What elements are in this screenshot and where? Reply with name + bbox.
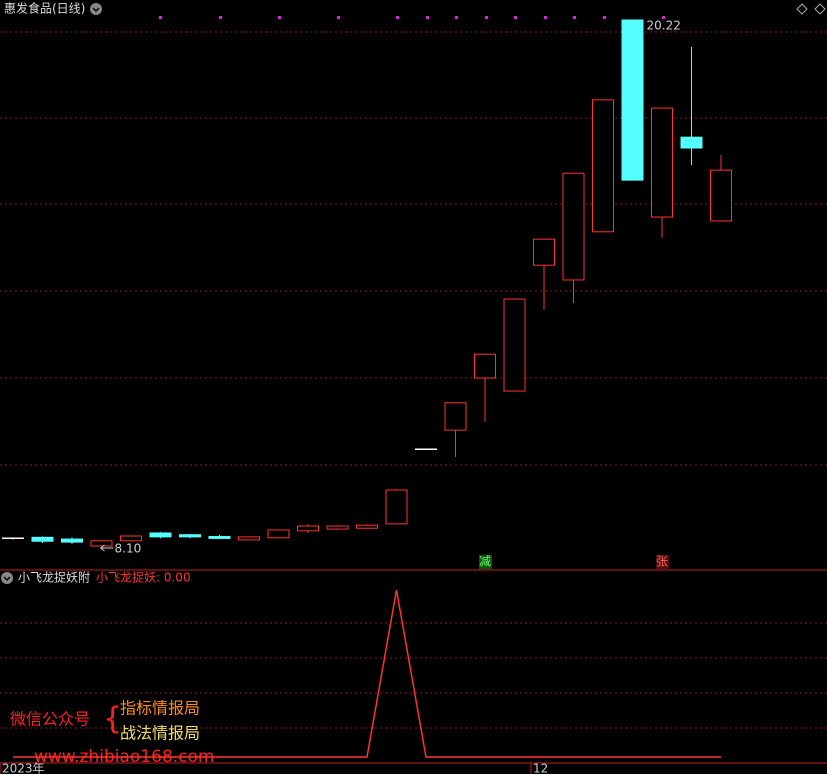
candle-body (651, 107, 673, 218)
candle-body (474, 353, 496, 379)
signal-bg (656, 555, 669, 569)
candle-body (533, 238, 555, 266)
watermark-label: 微信公众号 (10, 710, 90, 729)
indicator-legend: 小飞龙捉妖: 0.00 (96, 570, 191, 585)
indicator-menu[interactable] (1, 572, 13, 584)
max-icon[interactable] (814, 3, 826, 15)
indicator-title: 小飞龙捉妖附 (18, 570, 90, 585)
candle-body (503, 298, 526, 392)
candle-body (238, 536, 260, 541)
signal: 张 (656, 555, 668, 569)
min-arrow (100, 544, 114, 552)
signal: 减 (479, 555, 491, 569)
candle-body (592, 99, 614, 233)
candle-body (680, 136, 703, 149)
candle-body (267, 529, 290, 539)
candle-body (297, 525, 319, 532)
watermark-line: 战法情报局 (120, 724, 200, 743)
candle-body (710, 169, 732, 222)
candle-body (326, 525, 349, 530)
min-label: 8.10 (115, 542, 142, 556)
candle-body (562, 172, 585, 281)
menu-icon[interactable] (90, 3, 102, 15)
brace: { (103, 702, 122, 737)
candle-body (208, 535, 231, 539)
restore-icon[interactable] (796, 3, 808, 15)
candle-body (61, 538, 83, 543)
x-tick-label: 2023年 (2, 762, 45, 774)
watermark-line: 指标情报局 (120, 699, 200, 718)
candle-body (90, 540, 113, 547)
candle-body (356, 524, 378, 529)
candle-body (621, 19, 644, 181)
candle-body (179, 534, 201, 538)
x-tick-label: 12 (533, 762, 548, 774)
candle-body (120, 535, 142, 542)
signal-dots (159, 16, 665, 19)
chart-title: 惠发食品(日线) (4, 1, 85, 16)
signal-bg (479, 555, 492, 569)
max-label: 20.22 (647, 19, 681, 33)
grid (0, 31, 827, 729)
indicator-line (13, 589, 721, 758)
candle-body (149, 532, 172, 538)
candle-body (31, 536, 54, 542)
candle-body (385, 489, 408, 525)
candle-body (444, 402, 467, 431)
